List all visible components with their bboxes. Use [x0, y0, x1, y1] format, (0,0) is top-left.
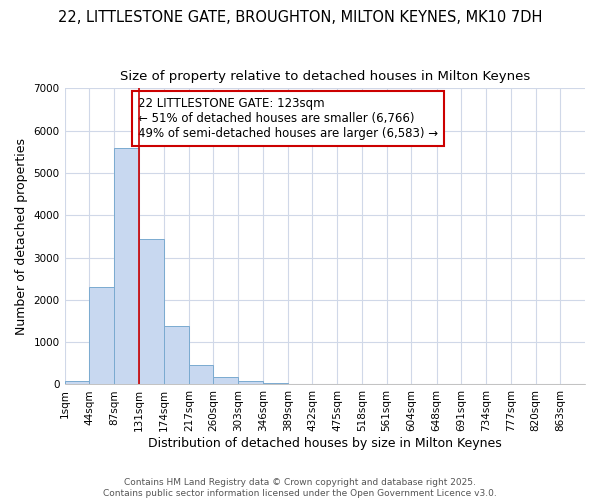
Text: 22 LITTLESTONE GATE: 123sqm
← 51% of detached houses are smaller (6,766)
49% of : 22 LITTLESTONE GATE: 123sqm ← 51% of det…: [138, 97, 438, 140]
Bar: [189, 365, 214, 384]
Bar: [263, 383, 287, 384]
Bar: [65, 382, 89, 384]
Bar: [214, 376, 238, 384]
Bar: [164, 326, 189, 384]
Y-axis label: Number of detached properties: Number of detached properties: [15, 138, 28, 335]
Bar: [139, 238, 164, 384]
Bar: [238, 382, 263, 384]
Text: Contains HM Land Registry data © Crown copyright and database right 2025.
Contai: Contains HM Land Registry data © Crown c…: [103, 478, 497, 498]
Title: Size of property relative to detached houses in Milton Keynes: Size of property relative to detached ho…: [119, 70, 530, 83]
X-axis label: Distribution of detached houses by size in Milton Keynes: Distribution of detached houses by size …: [148, 437, 502, 450]
Bar: [89, 287, 114, 384]
Bar: [114, 148, 139, 384]
Text: 22, LITTLESTONE GATE, BROUGHTON, MILTON KEYNES, MK10 7DH: 22, LITTLESTONE GATE, BROUGHTON, MILTON …: [58, 10, 542, 25]
